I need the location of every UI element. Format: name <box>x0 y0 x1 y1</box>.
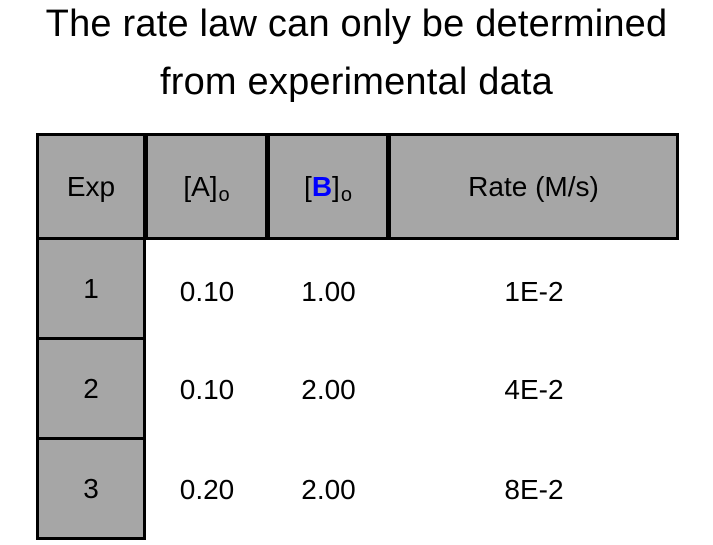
header-exp-label: Exp <box>66 170 116 202</box>
header-b-concentration: [B] o <box>268 133 389 240</box>
header-rate: Rate (M/s) <box>389 133 679 240</box>
header-b-subscript: o <box>340 184 352 206</box>
table-cell-a: 0.20 <box>179 474 235 505</box>
header-b-open-bracket: [ <box>304 170 312 202</box>
header-b-close-bracket: ] <box>332 170 340 202</box>
header-a-subscript: o <box>218 184 230 206</box>
header-exp: Exp <box>36 133 146 240</box>
exp-number: 1 <box>83 272 99 304</box>
table-row-exp-cell: 2 <box>36 340 146 440</box>
table-cell-b: 1.00 <box>301 276 356 307</box>
table-cell-a: 0.10 <box>179 374 235 405</box>
exp-number: 3 <box>83 472 99 504</box>
table-row-exp-cell: 1 <box>36 240 146 340</box>
header-rate-label: Rate (M/s) <box>468 170 599 202</box>
table-cell-rate: 1E-2 <box>504 276 564 307</box>
header-a-label: [A] <box>183 170 218 202</box>
table-cell-rate: 8E-2 <box>504 474 564 505</box>
slide-title-line-1: The rate law can only be determined <box>45 3 668 45</box>
exp-number: 2 <box>83 372 99 404</box>
table-row-exp-cell: 3 <box>36 440 146 540</box>
table-cell-b: 2.00 <box>301 474 356 505</box>
table-cell-rate: 4E-2 <box>504 374 564 405</box>
table-cell-b: 2.00 <box>301 374 356 405</box>
header-b-letter: B <box>311 170 333 202</box>
slide-title-line-2: from experimental data <box>159 61 554 103</box>
header-a-concentration: [A] o <box>146 133 268 240</box>
table-cell-a: 0.10 <box>179 276 235 307</box>
